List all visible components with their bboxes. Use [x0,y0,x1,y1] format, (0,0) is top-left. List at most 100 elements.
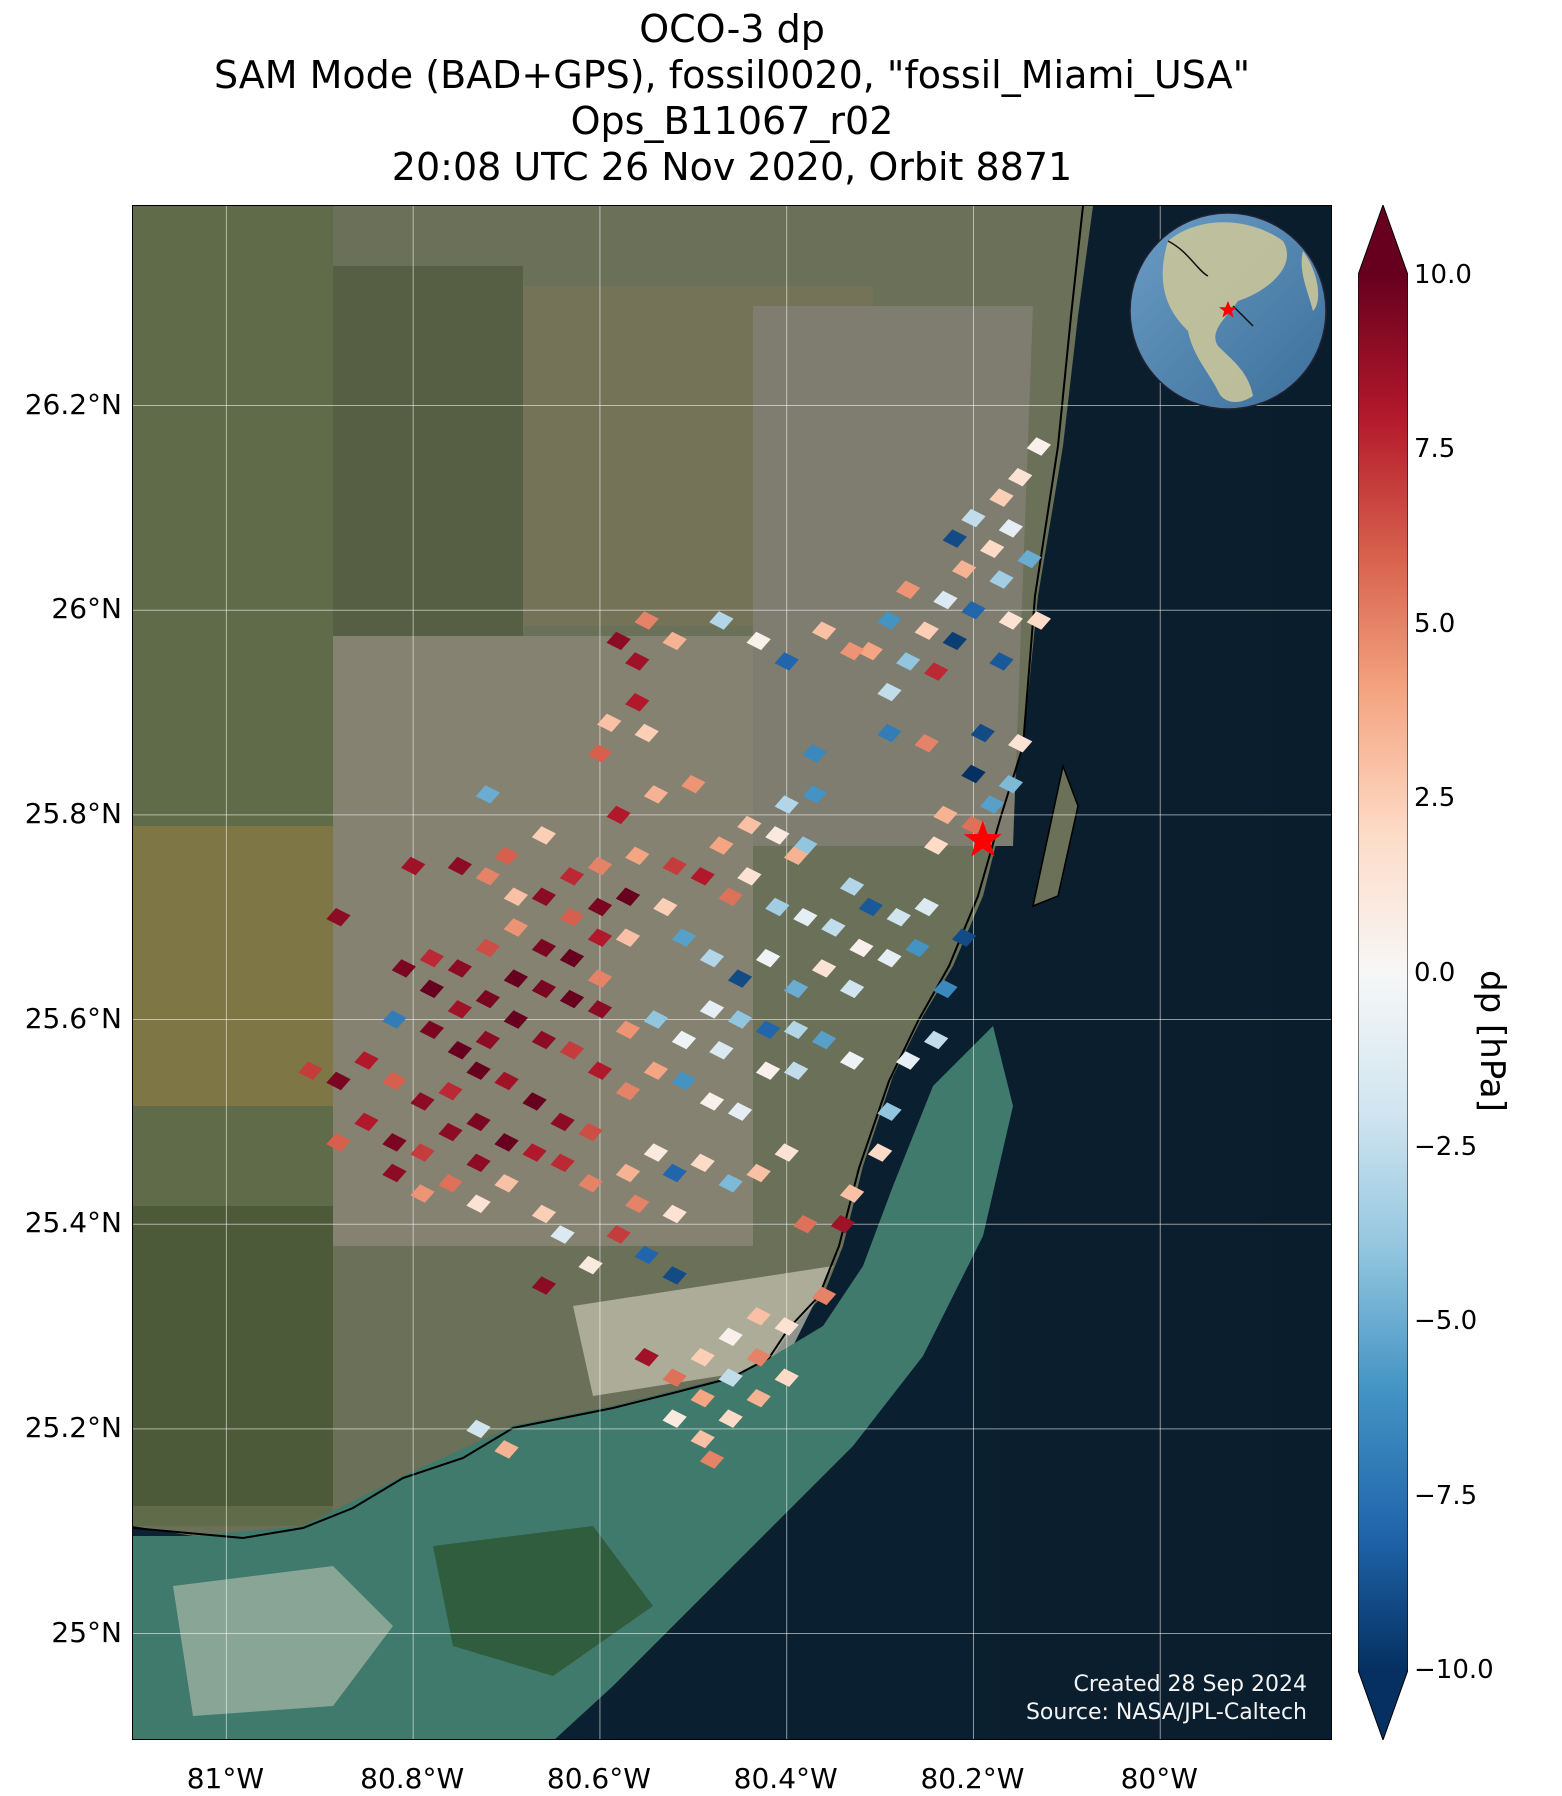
dp-cell [980,539,1005,558]
dp-cell [419,948,444,968]
dp-cell [531,887,556,906]
dp-cell [587,1061,613,1080]
dp-cell [643,1143,669,1162]
dp-cell [849,938,874,958]
dp-cell [746,1389,771,1408]
dp-cell [970,723,995,743]
dp-cell [718,1174,743,1193]
dp-cell [699,1000,725,1019]
lon-tick: 80.2°W [920,1762,1025,1795]
dp-cell [839,1184,865,1203]
dp-cell [681,775,706,794]
dp-cell [503,969,528,988]
dp-cell [765,826,790,845]
dp-cell [746,1307,771,1326]
dp-cell [952,560,977,579]
dp-cell [382,1133,407,1152]
dp-cell [839,1051,865,1070]
dp-cell [559,989,585,1009]
dp-cell [727,969,753,988]
dp-cell [877,948,902,968]
colorbar [1358,205,1408,1740]
dp-cell [326,1071,351,1091]
title-line-4: 20:08 UTC 26 Nov 2020, Orbit 8871 [391,145,1073,189]
dp-cell [606,1225,631,1244]
dp-cell [419,979,444,999]
dp-cell [466,1112,491,1132]
dp-cell [783,979,809,999]
dp-cell [382,1071,407,1091]
dp-cell [839,979,865,999]
dp-cell [905,938,930,958]
dp-cell [989,488,1014,507]
target-star-icon [963,820,1002,857]
colorbar-tick: −10.0 [1414,1655,1494,1685]
lat-tick: 25.4°N [24,1206,122,1240]
dp-cell [793,1215,818,1234]
dp-cell [587,969,613,988]
colorbar-gradient [1358,275,1408,1670]
dp-cell [559,867,585,886]
dp-cell [1017,549,1042,569]
dp-cell [401,856,426,876]
lat-tick: 26°N [51,592,122,626]
dp-cell [671,1071,697,1091]
dp-cell [662,1409,687,1428]
dp-cell [924,1030,949,1050]
dp-cell [625,693,650,712]
dp-cell [802,744,827,763]
dp-cell [354,1112,379,1132]
dp-cell [877,1102,902,1121]
dp-cell [989,570,1014,589]
dp-cell [531,1276,556,1295]
dp-cell [961,815,986,835]
dp-cell [382,1010,407,1029]
dp-cell [625,652,650,671]
dp-cell [522,1143,547,1162]
globe-icon [1129,212,1327,410]
dp-cell [755,1061,781,1080]
dp-cell [746,1163,771,1183]
dp-cell [354,1051,379,1070]
dp-cell [1026,437,1051,456]
dp-cell [578,1174,603,1193]
dp-cell [699,1092,725,1111]
colorbar-min-extend [1358,1670,1408,1740]
lat-tick: 26.2°N [24,387,122,421]
colorbar-tick: −2.5 [1414,1131,1478,1162]
lon-tick: 81°W [186,1762,265,1795]
dp-cell [494,1174,519,1193]
dp-cell [410,1143,435,1162]
basemap [133,206,1331,1739]
dp-cell [877,723,902,743]
lat-tick: 25.2°N [24,1410,122,1444]
dp-cell [690,867,715,886]
dp-cell [559,1041,585,1060]
dp-cell [802,785,827,804]
dp-cell [531,938,556,958]
map-panel[interactable]: Created 28 Sep 2024 Source: NASA/JPL-Cal… [132,205,1332,1740]
dp-cell [1008,468,1033,487]
dp-cell [391,959,416,978]
dp-cell [867,1143,893,1162]
dp-cell [933,805,958,825]
dp-cell [531,826,556,845]
colorbar-tick: −5.0 [1414,1306,1478,1337]
dp-cell [410,1184,435,1203]
dp-cell [1026,611,1051,630]
colorbar-label: dp [hPa] [1472,970,1512,1112]
dp-cell [550,1112,575,1132]
lon-tick: 80°W [1120,1762,1198,1795]
dp-cell [952,928,977,947]
dp-cell [811,959,837,978]
dp-cell [643,785,669,804]
dp-cell [998,775,1023,794]
dp-cell [326,1133,351,1152]
dp-cell [671,928,697,947]
dp-cell [578,1255,603,1275]
dp-cell [942,529,967,548]
dp-cell [877,611,902,630]
dp-cell [615,928,641,947]
dp-cell [811,1030,837,1050]
dp-cell [718,1409,743,1428]
